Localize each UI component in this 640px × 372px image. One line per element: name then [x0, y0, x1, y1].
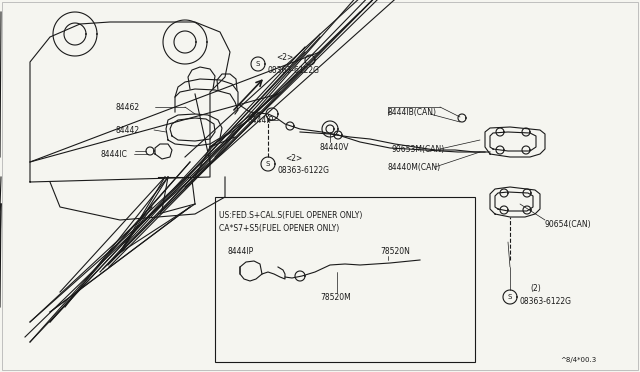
Text: 90653M(CAN): 90653M(CAN)	[392, 144, 445, 154]
Text: CA*S7+S5(FUEL OPENER ONLY): CA*S7+S5(FUEL OPENER ONLY)	[219, 224, 339, 232]
Text: 8444IC: 8444IC	[100, 150, 127, 158]
Text: 78520M: 78520M	[320, 292, 351, 301]
Text: 08363-6122G: 08363-6122G	[268, 65, 320, 74]
Text: <2>: <2>	[276, 52, 293, 61]
Text: 8444IB(CAN): 8444IB(CAN)	[388, 108, 437, 116]
Text: ^8/4*00.3: ^8/4*00.3	[560, 357, 596, 363]
Text: (2): (2)	[530, 285, 541, 294]
Text: S: S	[256, 61, 260, 67]
Text: 84440M(CAN): 84440M(CAN)	[388, 163, 441, 171]
Text: <2>: <2>	[285, 154, 302, 163]
Text: 8444IP: 8444IP	[228, 247, 254, 257]
Text: S: S	[508, 294, 512, 300]
Text: 08363-6122G: 08363-6122G	[520, 298, 572, 307]
Text: 84440V: 84440V	[320, 142, 349, 151]
Text: US:FED.S+CAL.S(FUEL OPENER ONLY): US:FED.S+CAL.S(FUEL OPENER ONLY)	[219, 211, 362, 219]
Text: S: S	[266, 161, 270, 167]
Text: 90654(CAN): 90654(CAN)	[545, 219, 591, 228]
Text: 78520N: 78520N	[380, 247, 410, 257]
Text: 84442: 84442	[115, 125, 139, 135]
Bar	[215, 197, 475, 362]
Text: 84462: 84462	[115, 103, 139, 112]
Text: 08363-6122G: 08363-6122G	[278, 166, 330, 174]
Text: 8444IP: 8444IP	[248, 115, 275, 125]
